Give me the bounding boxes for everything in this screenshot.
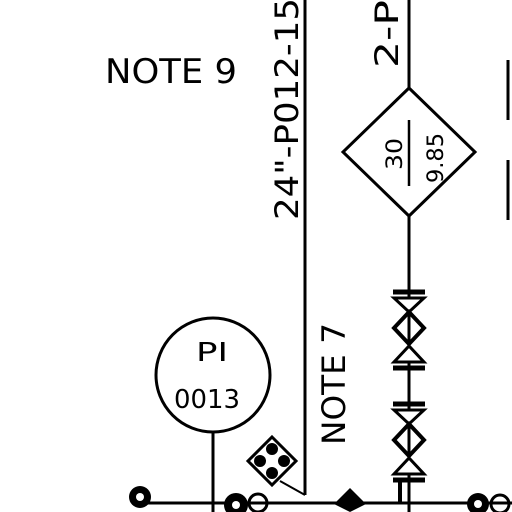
gate-valve-lower bbox=[390, 401, 428, 504]
diamond-bottom-value: 9.85 bbox=[424, 133, 449, 183]
note-7-leader bbox=[279, 480, 306, 496]
branch-line-label: 2-P bbox=[368, 0, 406, 68]
bottom-fittings bbox=[129, 486, 511, 512]
instrument-number: 0013 bbox=[174, 385, 240, 415]
note-7-label: NOTE 7 bbox=[315, 323, 353, 445]
instrument-tag: PI bbox=[196, 338, 228, 368]
diamond-top-value: 30 bbox=[383, 138, 408, 170]
pressure-indicator: PI 0013 bbox=[154, 316, 272, 434]
flow-element-diamond: 30 9.85 bbox=[340, 85, 478, 219]
cluster-valve bbox=[245, 434, 299, 488]
gate-valve-upper bbox=[390, 289, 428, 371]
main-line-label: 24"-P012-15 bbox=[268, 0, 306, 220]
note-9-label: NOTE 9 bbox=[105, 52, 237, 92]
